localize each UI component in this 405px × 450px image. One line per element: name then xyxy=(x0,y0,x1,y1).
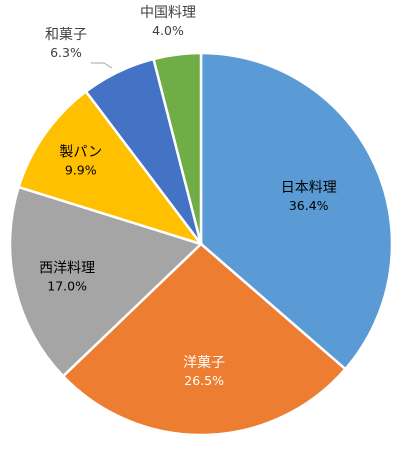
pie-slice xyxy=(61,242,348,437)
slice-category-label: 製パン xyxy=(59,144,102,160)
label-leader-line xyxy=(91,62,113,69)
pie-slices xyxy=(8,51,394,437)
slice-category-label: 洋菓子 xyxy=(183,355,225,371)
pie-labels: 日本料理 36.4% 洋菓子 26.5% 西洋料理 17.0% 製パン 9.9% 和菓子 6.3%… xyxy=(39,5,337,388)
slice-category-label: 和菓子 xyxy=(45,27,87,43)
slice-percent-label: 17.0% xyxy=(47,278,87,293)
slice-category-label: 西洋料理 xyxy=(39,260,95,276)
slice-percent-label: 4.0% xyxy=(152,23,184,38)
slice-category-label: 中国料理 xyxy=(140,5,196,21)
pie-slice xyxy=(8,185,204,378)
pie-slice xyxy=(17,89,205,247)
slice-percent-label: 36.4% xyxy=(289,198,329,213)
pie-slice xyxy=(199,51,394,371)
slice-category-label: 日本料理 xyxy=(281,180,337,196)
slice-percent-label: 26.5% xyxy=(184,373,224,388)
slice-percent-label: 9.9% xyxy=(65,162,97,177)
slice-percent-label: 6.3% xyxy=(50,45,82,60)
pie-slice xyxy=(152,51,203,245)
